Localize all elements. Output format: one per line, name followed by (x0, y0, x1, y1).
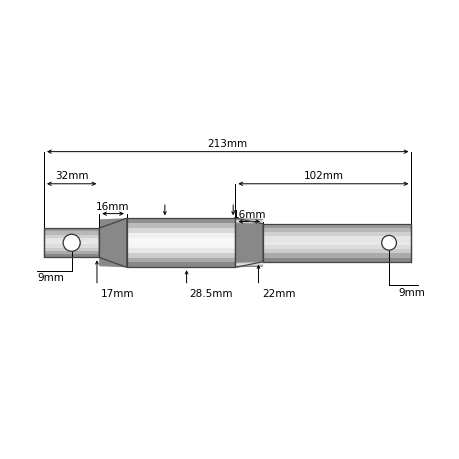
Polygon shape (99, 224, 127, 262)
Polygon shape (44, 252, 99, 255)
Polygon shape (44, 255, 99, 258)
Text: 9mm: 9mm (37, 273, 64, 282)
Polygon shape (127, 263, 235, 268)
Polygon shape (99, 220, 127, 267)
Text: 102mm: 102mm (303, 171, 343, 181)
Polygon shape (263, 224, 410, 229)
Polygon shape (127, 238, 235, 243)
Polygon shape (235, 220, 263, 267)
Polygon shape (99, 222, 127, 264)
Polygon shape (99, 225, 127, 261)
Polygon shape (127, 243, 235, 248)
Polygon shape (235, 224, 263, 263)
Polygon shape (235, 219, 263, 268)
Polygon shape (99, 223, 127, 263)
Polygon shape (127, 253, 235, 258)
Polygon shape (127, 229, 235, 234)
Polygon shape (263, 237, 410, 241)
Polygon shape (44, 232, 99, 235)
Polygon shape (235, 219, 263, 267)
Text: 32mm: 32mm (55, 171, 88, 181)
Polygon shape (127, 258, 235, 263)
Text: 213mm: 213mm (207, 139, 247, 149)
Polygon shape (235, 221, 263, 266)
Polygon shape (263, 241, 410, 246)
Polygon shape (263, 250, 410, 254)
Polygon shape (127, 248, 235, 253)
Polygon shape (44, 238, 99, 241)
Circle shape (381, 236, 396, 251)
Polygon shape (263, 258, 410, 262)
Polygon shape (127, 224, 235, 229)
Circle shape (63, 235, 80, 252)
Polygon shape (44, 248, 99, 252)
Text: 17mm: 17mm (101, 288, 134, 298)
Polygon shape (127, 234, 235, 238)
Polygon shape (44, 229, 99, 232)
Polygon shape (99, 228, 127, 259)
Polygon shape (44, 245, 99, 248)
Polygon shape (235, 223, 263, 264)
Text: 16mm: 16mm (232, 209, 265, 219)
Polygon shape (99, 219, 127, 268)
Text: 9mm: 9mm (397, 287, 424, 297)
Polygon shape (44, 241, 99, 245)
Polygon shape (99, 226, 127, 260)
Polygon shape (235, 221, 263, 265)
Polygon shape (263, 246, 410, 250)
Text: 28.5mm: 28.5mm (189, 288, 232, 298)
Polygon shape (235, 223, 263, 263)
Text: 16mm: 16mm (96, 202, 129, 212)
Polygon shape (263, 233, 410, 237)
Polygon shape (263, 254, 410, 258)
Polygon shape (127, 219, 235, 224)
Polygon shape (99, 221, 127, 266)
Text: 22mm: 22mm (262, 288, 295, 298)
Polygon shape (44, 235, 99, 238)
Polygon shape (235, 222, 263, 265)
Polygon shape (263, 229, 410, 233)
